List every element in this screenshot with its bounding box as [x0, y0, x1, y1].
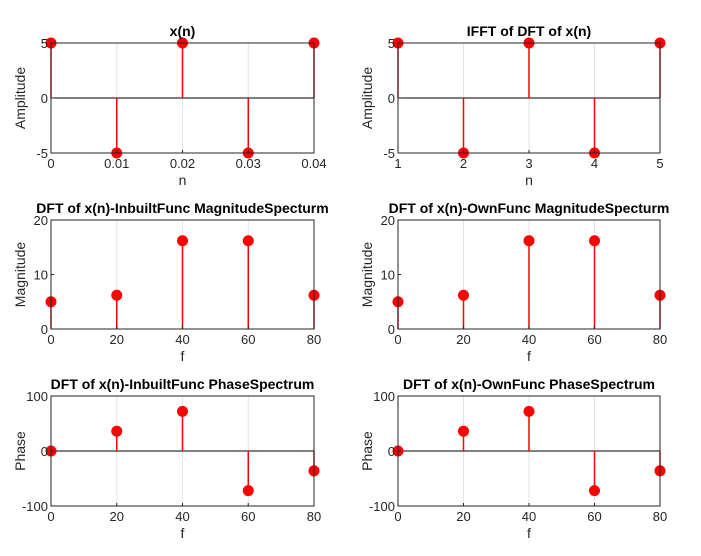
y-tick-label: 10 [381, 268, 395, 283]
x-axis-label: f [527, 348, 531, 364]
y-tick-label: -5 [36, 146, 48, 161]
stem-marker [458, 289, 469, 301]
subplot-title: IFFT of DFT of x(n) [467, 23, 591, 39]
x-tick-label: 0 [394, 332, 401, 347]
x-tick-label: 0 [47, 509, 54, 524]
x-tick-label: 60 [587, 509, 601, 524]
stem-marker [242, 235, 254, 247]
x-tick-label: 4 [591, 156, 598, 171]
x-tick-label: 60 [241, 332, 255, 347]
y-tick-label: 0 [41, 91, 48, 106]
x-tick-label: 0 [47, 332, 54, 347]
x-tick-label: 40 [522, 332, 536, 347]
x-tick-label: 40 [522, 509, 536, 524]
y-axis-label: Phase [12, 431, 28, 471]
x-tick-label: 0 [394, 509, 401, 524]
y-tick-label: 0 [388, 444, 395, 459]
x-tick-label: 0.02 [170, 156, 195, 171]
y-axis-label: Phase [359, 431, 375, 471]
stem-marker [111, 289, 123, 301]
x-tick-label: 40 [175, 332, 189, 347]
stem-marker [242, 485, 254, 497]
y-tick-label: 100 [26, 389, 48, 404]
stem-marker [589, 485, 600, 497]
y-axis-label: Magnitude [359, 242, 375, 308]
stem-marker [111, 425, 123, 437]
y-tick-label: 20 [381, 213, 395, 228]
x-tick-label: 20 [456, 509, 470, 524]
x-tick-label: 0.03 [236, 156, 261, 171]
x-tick-label: 1 [394, 156, 401, 171]
y-tick-label: 100 [373, 389, 395, 404]
stem-marker [589, 235, 600, 247]
x-tick-label: 80 [653, 332, 667, 347]
y-tick-label: 20 [34, 213, 48, 228]
y-tick-label: 0 [388, 322, 395, 337]
y-axis-label: Magnitude [12, 242, 28, 308]
y-axis-label: Amplitude [359, 67, 375, 129]
x-axis-label: f [527, 525, 531, 541]
stem-marker [523, 235, 535, 247]
x-axis-label: f [181, 348, 185, 364]
subplot-title: DFT of x(n)-InbuiltFunc PhaseSpectrum [51, 376, 315, 392]
x-tick-label: 5 [656, 156, 663, 171]
subplot-title: x(n) [170, 23, 196, 39]
subplot-title: DFT of x(n)-OwnFunc MagnitudeSpecturm [389, 200, 670, 216]
x-tick-label: 0 [47, 156, 54, 171]
x-tick-label: 0.01 [104, 156, 129, 171]
y-tick-label: 10 [34, 268, 48, 283]
x-tick-label: 60 [587, 332, 601, 347]
x-tick-label: 20 [110, 332, 124, 347]
y-tick-label: -100 [22, 499, 48, 514]
stem-marker [458, 425, 469, 437]
y-tick-label: 0 [41, 444, 48, 459]
x-tick-label: 40 [175, 509, 189, 524]
x-tick-label: 20 [110, 509, 124, 524]
y-tick-label: 0 [388, 91, 395, 106]
x-tick-label: 2 [460, 156, 467, 171]
x-tick-label: 80 [307, 332, 321, 347]
x-tick-label: 80 [307, 509, 321, 524]
y-tick-label: 5 [41, 36, 48, 51]
stem-marker [177, 235, 188, 247]
subplot-title: DFT of x(n)-InbuiltFunc MagnitudeSpectur… [36, 200, 328, 216]
x-tick-label: 80 [653, 509, 667, 524]
x-tick-label: 0.04 [301, 156, 326, 171]
x-tick-label: 60 [241, 509, 255, 524]
subplot-2: 1 2 3 4 5 -5 0 5 IFFT of DFT of x(n) n Amplitude [359, 23, 666, 188]
x-tick-label: 3 [525, 156, 532, 171]
x-axis-label: n [525, 172, 533, 188]
subplot-title: DFT of x(n)-OwnFunc PhaseSpectrum [403, 376, 655, 392]
x-axis-label: n [179, 172, 187, 188]
y-tick-label: 5 [388, 36, 395, 51]
stem-marker [177, 405, 188, 417]
y-tick-label: -100 [369, 499, 395, 514]
x-tick-label: 20 [456, 332, 470, 347]
y-axis-label: Amplitude [12, 67, 28, 129]
y-tick-label: 0 [41, 322, 48, 337]
stem-marker [523, 405, 535, 417]
x-axis-label: f [181, 525, 185, 541]
y-tick-label: -5 [383, 146, 395, 161]
